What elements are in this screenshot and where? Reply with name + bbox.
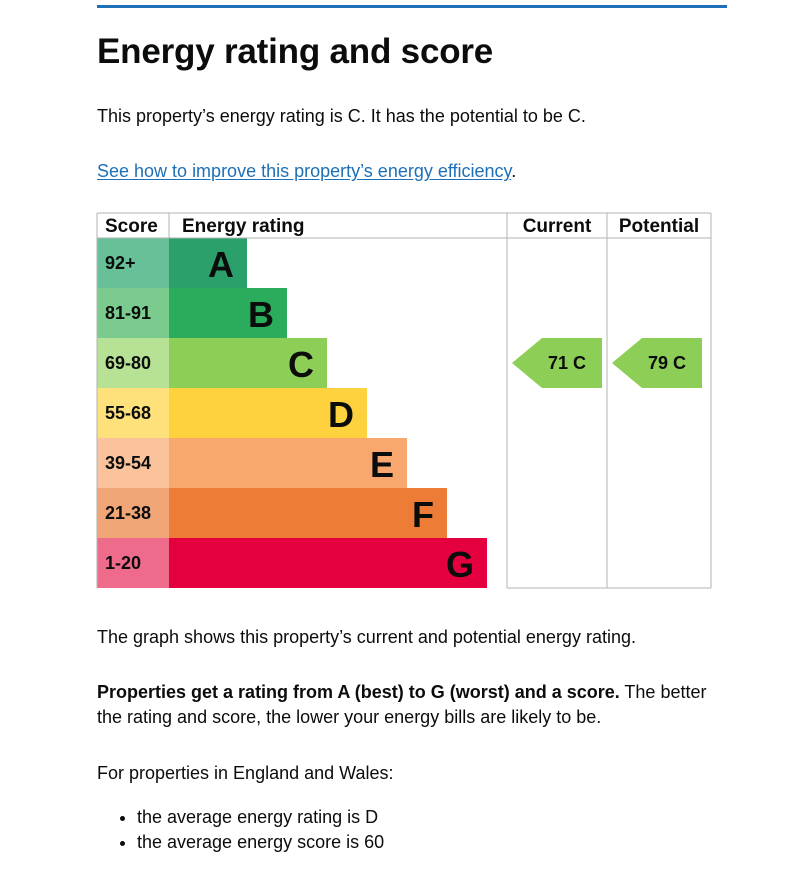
- potential-rating-label: 79 C: [648, 353, 686, 373]
- improve-paragraph: See how to improve this property’s energ…: [97, 159, 516, 184]
- average-score-item: the average energy score is 60: [137, 830, 384, 855]
- rating-explanation-rest: The better the rating and score, the low…: [97, 682, 707, 727]
- link-suffix: .: [511, 161, 517, 181]
- average-rating-item: the average energy rating is D: [137, 805, 384, 830]
- score-cell: [97, 338, 169, 388]
- score-cell: [97, 238, 169, 288]
- header-score: Score: [105, 216, 158, 237]
- score-range-label: 21-38: [105, 503, 151, 523]
- rating-bar: [169, 538, 487, 588]
- score-range-label: 69-80: [105, 353, 151, 373]
- graph-description: The graph shows this property’s current …: [97, 627, 636, 647]
- score-cell: [97, 388, 169, 438]
- rating-letter: D: [328, 394, 354, 435]
- rating-letter: E: [370, 444, 394, 485]
- rating-letter: A: [208, 244, 234, 285]
- rating-bar: [169, 238, 247, 288]
- score-cell: [97, 538, 169, 588]
- current-rating-label: 71 C: [548, 353, 586, 373]
- page-title: Energy rating and score: [97, 32, 494, 71]
- score-cell: [97, 288, 169, 338]
- score-range-label: 81-91: [105, 303, 151, 323]
- rating-bar: [169, 438, 407, 488]
- score-range-label: 39-54: [105, 453, 151, 473]
- rating-bar: [169, 488, 447, 538]
- header-current: Current: [523, 216, 592, 237]
- score-range-label: 55-68: [105, 403, 151, 423]
- average-intro: For properties in England and Wales:: [97, 763, 394, 783]
- rating-bar: [169, 288, 287, 338]
- potential-arrow: [612, 338, 702, 388]
- score-cell: [97, 438, 169, 488]
- rating-letter: F: [412, 494, 434, 535]
- rating-letter: B: [248, 294, 274, 335]
- rating-bar: [169, 338, 327, 388]
- rating-bar: [169, 388, 367, 438]
- header-energy-rating: Energy rating: [182, 216, 304, 237]
- rating-explanation: Properties get a rating from A (best) to…: [97, 680, 717, 730]
- rating-explanation-bold: Properties get a rating from A (best) to…: [97, 682, 620, 702]
- score-range-label: 92+: [105, 253, 136, 273]
- header-potential: Potential: [619, 216, 699, 237]
- energy-rating-chart: Score Energy rating Current Potential 92+ A 81…: [96, 212, 712, 589]
- rating-letter: C: [288, 344, 314, 385]
- score-range-label: 1-20: [105, 553, 141, 573]
- averages-list: the average energy rating is D the avera…: [97, 805, 384, 855]
- rating-letter: G: [446, 544, 474, 585]
- current-arrow: [512, 338, 602, 388]
- top-rule: [97, 5, 727, 8]
- score-cell: [97, 488, 169, 538]
- improve-efficiency-link[interactable]: See how to improve this property’s energ…: [97, 161, 512, 181]
- intro-text: This property’s energy rating is C. It h…: [97, 106, 586, 126]
